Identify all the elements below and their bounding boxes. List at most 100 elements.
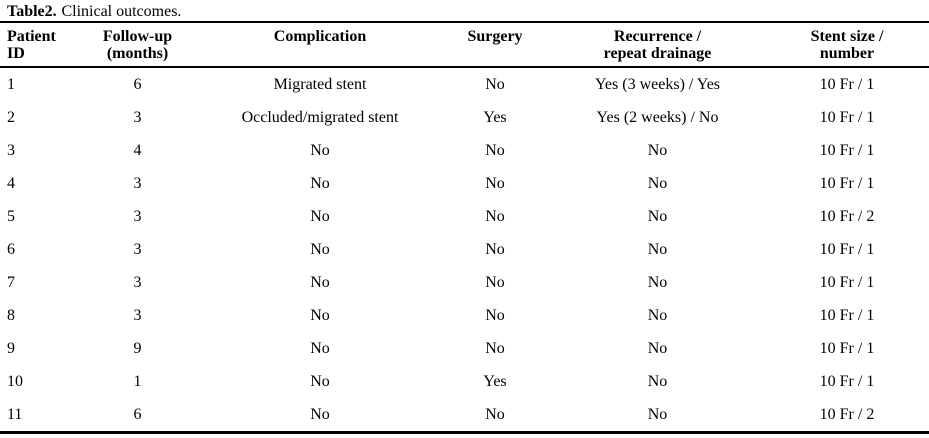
cell-stent-size-number: 10 Fr / 1 xyxy=(819,240,875,258)
cell-follow-up-months: 6 xyxy=(133,405,142,423)
cell-complication: No xyxy=(310,141,330,159)
table-row: 11 6 No No No 10 Fr / 2 xyxy=(0,398,929,433)
column-header-patient-id: Patient ID xyxy=(0,23,75,68)
table-row: 5 3 No No No 10 Fr / 2 xyxy=(0,200,929,233)
cell-stent-size-number: 10 Fr / 2 xyxy=(819,405,875,423)
cell-patient-id: 11 xyxy=(7,405,23,423)
cell-patient-id: 7 xyxy=(7,273,15,291)
cell-follow-up-months: 4 xyxy=(133,141,142,159)
table-header: Patient ID Follow-up (months) Complication Su… xyxy=(0,23,929,68)
cell-patient-id: 3 xyxy=(7,141,15,159)
table-row: 10 1 No Yes No 10 Fr / 1 xyxy=(0,365,929,398)
table-row: 4 3 No No No 10 Fr / 1 xyxy=(0,167,929,200)
cell-surgery: No xyxy=(485,306,505,324)
cell-recurrence-repeat-drainage: Yes (2 weeks) / No xyxy=(596,108,719,126)
cell-patient-id: 1 xyxy=(7,75,15,93)
cell-follow-up-months: 1 xyxy=(133,372,142,390)
column-header-line: Recurrence / xyxy=(613,28,702,45)
table-caption-text: Clinical outcomes. xyxy=(61,3,182,20)
header-row: Patient ID Follow-up (months) Complication Su… xyxy=(0,23,929,68)
cell-patient-id: 5 xyxy=(7,207,15,225)
cell-follow-up-months: 3 xyxy=(133,174,142,192)
cell-complication: No xyxy=(310,306,330,324)
table-row: 8 3 No No No 10 Fr / 1 xyxy=(0,299,929,332)
cell-stent-size-number: 10 Fr / 1 xyxy=(819,339,875,357)
column-header-line: Patient xyxy=(7,28,56,45)
cell-complication: No xyxy=(310,339,330,357)
column-header-line: ID xyxy=(7,45,25,62)
column-header-line: repeat drainage xyxy=(603,45,712,62)
cell-follow-up-months: 6 xyxy=(133,75,142,93)
cell-surgery: No xyxy=(485,174,505,192)
column-header-line: Stent size / xyxy=(810,28,884,45)
column-header-follow-up-months: Follow-up (months) xyxy=(75,23,200,68)
column-header-line: Complication xyxy=(273,28,367,45)
cell-follow-up-months: 3 xyxy=(133,207,142,225)
cell-stent-size-number: 10 Fr / 2 xyxy=(819,207,875,225)
cell-patient-id: 8 xyxy=(7,306,15,324)
cell-stent-size-number: 10 Fr / 1 xyxy=(819,174,875,192)
column-header-complication: Complication xyxy=(200,23,440,68)
cell-stent-size-number: 10 Fr / 1 xyxy=(819,141,875,159)
cell-stent-size-number: 10 Fr / 1 xyxy=(819,372,875,390)
cell-surgery: Yes xyxy=(483,372,507,390)
cell-surgery: No xyxy=(485,141,505,159)
cell-stent-size-number: 10 Fr / 1 xyxy=(819,75,875,93)
cell-complication: No xyxy=(310,207,330,225)
table-row: 9 9 No No No 10 Fr / 1 xyxy=(0,332,929,365)
cell-follow-up-months: 3 xyxy=(133,273,142,291)
cell-complication: Occluded/migrated stent xyxy=(241,108,399,126)
cell-surgery: No xyxy=(485,405,505,423)
table-row: 6 3 No No No 10 Fr / 1 xyxy=(0,233,929,266)
cell-recurrence-repeat-drainage: No xyxy=(647,207,668,225)
table-row: 1 6 Migrated stent No Yes (3 weeks) / Yes 10 … xyxy=(0,67,929,101)
column-header-line: Surgery xyxy=(467,28,523,45)
column-header-line: number xyxy=(819,45,875,62)
cell-recurrence-repeat-drainage: No xyxy=(647,174,668,192)
cell-patient-id: 10 xyxy=(7,372,23,390)
cell-recurrence-repeat-drainage: No xyxy=(647,339,668,357)
cell-recurrence-repeat-drainage: No xyxy=(647,372,668,390)
table-caption: Table2. Clinical outcomes. xyxy=(0,0,929,23)
column-header-recurrence-repeat-drainage: Recurrence / repeat drainage xyxy=(550,23,765,68)
cell-patient-id: 4 xyxy=(7,174,15,192)
cell-surgery: No xyxy=(485,273,505,291)
cell-follow-up-months: 3 xyxy=(133,240,142,258)
cell-complication: No xyxy=(310,372,330,390)
clinical-outcomes-table: Patient ID Follow-up (months) Complication Su… xyxy=(0,23,929,434)
cell-surgery: No xyxy=(485,339,505,357)
table-body: 1 6 Migrated stent No Yes (3 weeks) / Yes 10 … xyxy=(0,67,929,433)
table-row: 7 3 No No No 10 Fr / 1 xyxy=(0,266,929,299)
cell-follow-up-months: 9 xyxy=(133,339,142,357)
cell-patient-id: 9 xyxy=(7,339,15,357)
cell-recurrence-repeat-drainage: No xyxy=(647,306,668,324)
table-caption-label: Table2. xyxy=(7,3,57,20)
cell-complication: No xyxy=(310,174,330,192)
cell-follow-up-months: 3 xyxy=(133,108,142,126)
cell-stent-size-number: 10 Fr / 1 xyxy=(819,306,875,324)
table-row: 3 4 No No No 10 Fr / 1 xyxy=(0,134,929,167)
column-header-surgery: Surgery xyxy=(440,23,550,68)
cell-surgery: Yes xyxy=(483,108,507,126)
cell-complication: Migrated stent xyxy=(273,75,367,93)
cell-surgery: No xyxy=(485,240,505,258)
cell-surgery: No xyxy=(485,207,505,225)
cell-complication: No xyxy=(310,273,330,291)
cell-recurrence-repeat-drainage: No xyxy=(647,141,668,159)
table-row: 2 3 Occluded/migrated stent Yes Yes (2 weeks… xyxy=(0,101,929,134)
cell-patient-id: 2 xyxy=(7,108,15,126)
cell-recurrence-repeat-drainage: No xyxy=(647,240,668,258)
cell-stent-size-number: 10 Fr / 1 xyxy=(819,108,875,126)
cell-recurrence-repeat-drainage: No xyxy=(647,405,668,423)
cell-patient-id: 6 xyxy=(7,240,15,258)
cell-complication: No xyxy=(310,240,330,258)
cell-recurrence-repeat-drainage: Yes (3 weeks) / Yes xyxy=(594,75,721,93)
cell-recurrence-repeat-drainage: No xyxy=(647,273,668,291)
cell-follow-up-months: 3 xyxy=(133,306,142,324)
cell-stent-size-number: 10 Fr / 1 xyxy=(819,273,875,291)
column-header-stent-size-number: Stent size / number xyxy=(765,23,929,68)
cell-complication: No xyxy=(310,405,330,423)
column-header-line: (months) xyxy=(106,45,169,62)
column-header-line: Follow-up xyxy=(102,28,173,45)
